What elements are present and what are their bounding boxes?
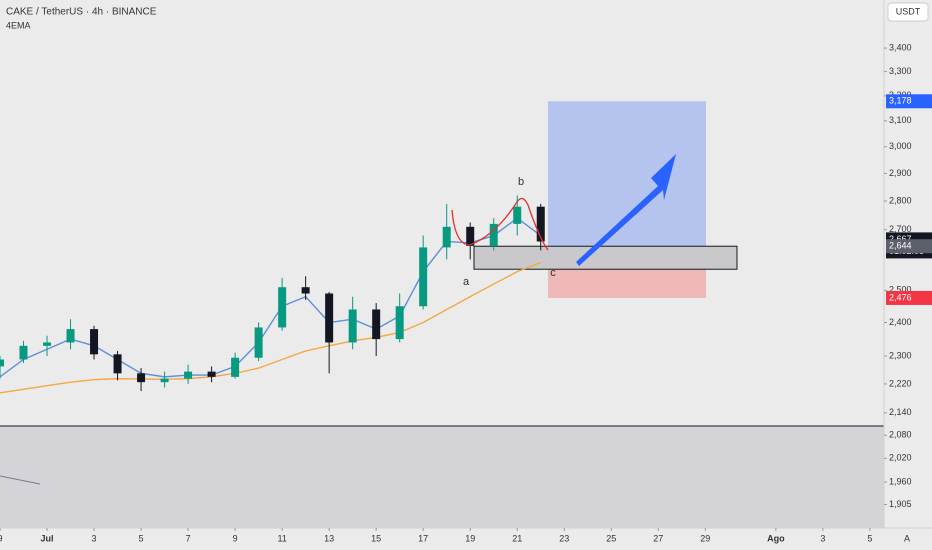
y-tick-label: 2,900 bbox=[889, 168, 912, 178]
arrow bbox=[576, 154, 676, 266]
candle-body bbox=[489, 223, 498, 246]
candle-body bbox=[137, 373, 146, 383]
currency[interactable]: USDT bbox=[896, 6, 921, 16]
y-tick-label: 1,905 bbox=[889, 499, 912, 509]
indicator-label: 4EMA bbox=[6, 20, 31, 30]
y-tick-label: 1,960 bbox=[889, 476, 912, 486]
y-tick-label: 3,300 bbox=[889, 66, 912, 76]
x-tick-label: 13 bbox=[324, 533, 334, 543]
ema-line bbox=[0, 261, 541, 394]
candle-body bbox=[536, 206, 545, 242]
x-tick-label: 21 bbox=[512, 533, 522, 543]
price-label-box bbox=[886, 239, 932, 254]
trend-line bbox=[0, 475, 41, 485]
x-tick-label: 19 bbox=[465, 533, 475, 543]
candle-body bbox=[348, 309, 357, 343]
x-tick-label: 17 bbox=[418, 533, 428, 543]
candle-body bbox=[66, 329, 75, 343]
price-label: 2,476 bbox=[889, 292, 912, 302]
x-tick-label: 5 bbox=[867, 533, 872, 543]
y-tick-label: 2,800 bbox=[889, 195, 912, 205]
x-tick-label: Ago bbox=[767, 533, 785, 543]
candle-body bbox=[466, 226, 475, 246]
y-tick-label: 3,400 bbox=[889, 42, 912, 52]
price-label-box bbox=[886, 290, 932, 305]
auto-scale[interactable]: A bbox=[904, 533, 910, 543]
candle-body bbox=[513, 206, 522, 224]
price-label: 2,667 bbox=[889, 234, 912, 244]
candle-body bbox=[19, 345, 28, 360]
candle-body bbox=[207, 371, 216, 377]
candle-body bbox=[395, 306, 404, 340]
x-tick-label: 27 bbox=[653, 533, 663, 543]
candle-body bbox=[0, 359, 4, 367]
y-tick-label: 3,000 bbox=[889, 141, 912, 151]
candle-body bbox=[113, 354, 122, 374]
chart-title: CAKE / TetherUS · 4h · BINANCE bbox=[6, 7, 157, 18]
y-tick-label: 2,300 bbox=[889, 350, 912, 360]
annotation: c bbox=[550, 267, 556, 279]
x-tick-label: 9 bbox=[233, 533, 238, 543]
y-tick-label: 2,700 bbox=[889, 224, 912, 234]
candle-body bbox=[442, 226, 451, 248]
price-label: 2,644 bbox=[889, 241, 912, 251]
y-tick-label: 2,500 bbox=[889, 285, 912, 295]
candle-body bbox=[254, 327, 263, 358]
candle-body bbox=[325, 293, 334, 343]
target-zone bbox=[548, 101, 706, 247]
candle-body bbox=[231, 357, 240, 377]
x-tick-label: Jul bbox=[41, 533, 54, 543]
annotation: a bbox=[463, 276, 470, 288]
candle-body bbox=[90, 329, 99, 355]
candle-body bbox=[184, 371, 193, 379]
price-label: 3,178 bbox=[889, 96, 912, 106]
candle-body bbox=[160, 378, 169, 383]
y-tick-label: 2,140 bbox=[889, 407, 912, 417]
candle-body bbox=[301, 287, 310, 294]
plot bbox=[0, 101, 738, 394]
x-tick-label: 5 bbox=[139, 533, 144, 543]
x-tick-label: 25 bbox=[606, 533, 616, 543]
y-tick-label: 2,080 bbox=[889, 430, 912, 440]
price-label-box bbox=[886, 94, 932, 109]
candle-body bbox=[372, 309, 381, 340]
x-tick-label: 29 bbox=[700, 533, 710, 543]
candle-body bbox=[419, 247, 428, 307]
x-tick-label: 3 bbox=[92, 533, 97, 543]
y-tick-label: 3,100 bbox=[889, 115, 912, 125]
y-tick-label: 2,400 bbox=[889, 317, 912, 327]
shaded-region bbox=[0, 426, 884, 528]
pattern-curve bbox=[451, 197, 549, 251]
x-tick-label: 23 bbox=[559, 533, 569, 543]
x-tick-label: 3 bbox=[820, 533, 825, 543]
x-tick-label: 11 bbox=[277, 533, 286, 543]
y-tick-label: 2,020 bbox=[889, 453, 912, 463]
price-axis bbox=[884, 0, 932, 550]
x-tick-label: 7 bbox=[186, 533, 191, 543]
x-tick-label: 9 bbox=[0, 533, 3, 543]
candle-body bbox=[43, 342, 52, 346]
currency-box[interactable] bbox=[887, 2, 929, 22]
candle-body bbox=[278, 287, 287, 328]
demand-zone bbox=[473, 245, 738, 270]
y-tick-label: 2,220 bbox=[889, 378, 912, 388]
annotation: b bbox=[518, 176, 524, 188]
x-tick-label: 15 bbox=[371, 533, 381, 543]
